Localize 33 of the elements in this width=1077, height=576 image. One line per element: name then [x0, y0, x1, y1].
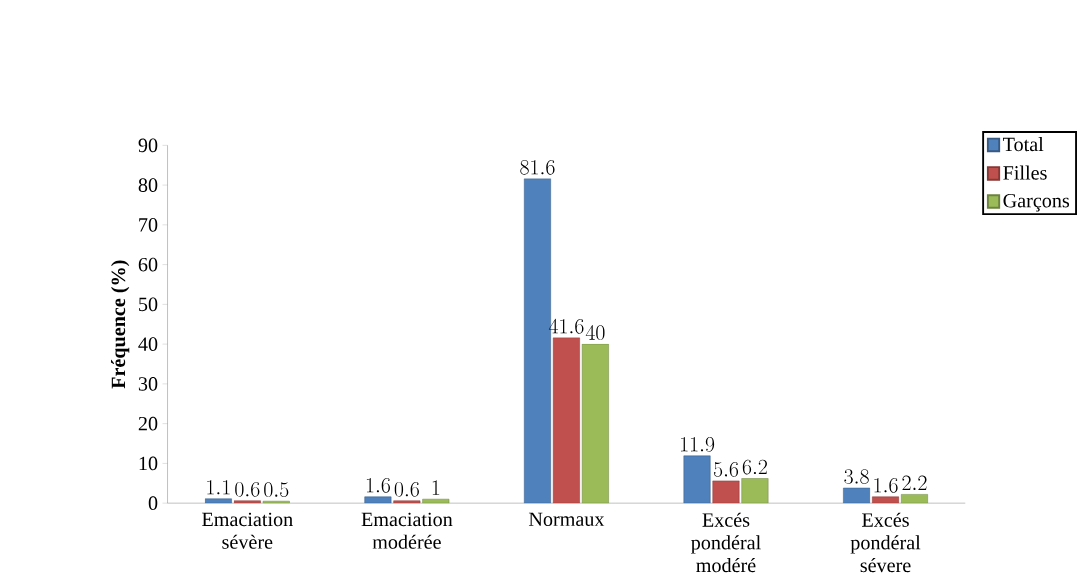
y-tick-label: 70 — [139, 217, 158, 232]
data-label: 1 .6 — [366, 477, 391, 493]
y-tick-label: 50 — [139, 297, 158, 311]
x-tick-label: Excés pondéral modéré — [691, 512, 761, 572]
y-tick-label: 0 — [148, 496, 158, 510]
data-label: 1 — [432, 480, 440, 495]
data-label: 1 .6 — [874, 477, 898, 493]
y-tick-label: 90 — [138, 138, 158, 152]
data-label: 6.2 — [742, 459, 767, 475]
legend-label: Total — [1003, 136, 1044, 152]
y-axis-title: Fréquence (%) — [110, 260, 130, 389]
data-label: 0.6 — [235, 481, 260, 497]
data-label: 11 .9 — [681, 436, 715, 452]
legend-label: Garçons — [1003, 193, 1070, 212]
y-tick-label: 80 — [138, 178, 158, 192]
data-label: 0.6 — [394, 481, 419, 497]
y-tick-label: 60 — [138, 257, 158, 272]
data-label: 1 . 1 — [207, 479, 230, 495]
y-tick-label: 30 — [138, 376, 158, 391]
data-label: 81 .6 — [520, 159, 555, 175]
x-tick-label: Emaciation modérée — [361, 512, 453, 549]
y-tick-label: 10 — [139, 456, 158, 471]
x-tick-label: Emaciation sévère — [202, 512, 293, 549]
data-label: 3.8 — [844, 469, 869, 484]
data-label: 5.6 — [713, 461, 739, 477]
x-tick-label: Normaux — [528, 512, 605, 526]
data-label: 0.5 — [264, 482, 289, 497]
legend-label: Filles — [1003, 165, 1047, 180]
y-tick-label: 40 — [138, 337, 158, 351]
x-tick-label: Excés pondéral sévere — [850, 512, 921, 572]
y-tick-label: 20 — [138, 416, 158, 431]
data-label: 40 — [585, 324, 605, 340]
data-label: 2.2 — [902, 475, 927, 490]
